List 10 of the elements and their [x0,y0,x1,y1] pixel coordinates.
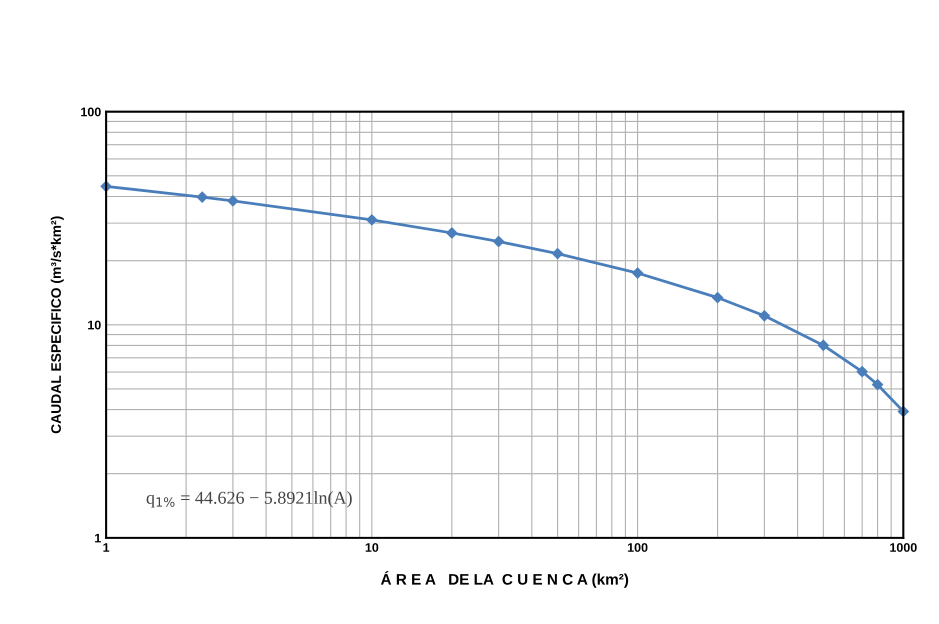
x-tick-label: 1 [103,543,110,552]
x-tick-label: 100 [628,543,648,552]
y-tick-label: 100 [81,107,101,116]
y-tick-label: 1 [95,534,101,542]
y-axis-title: CAUDAL ESPECIFICO (m³/s*km²) [50,216,64,434]
annotation: q$_{1%}$ = 44.626 − 5.8921ln(A) [146,491,352,508]
y-tick-label: 10 [88,320,101,330]
x-axis-title: Á R E A DE LA C U E N C A (km²) [380,571,628,588]
x-tick-label: 10 [366,543,378,552]
x-tick-label: 1000 [890,543,917,552]
